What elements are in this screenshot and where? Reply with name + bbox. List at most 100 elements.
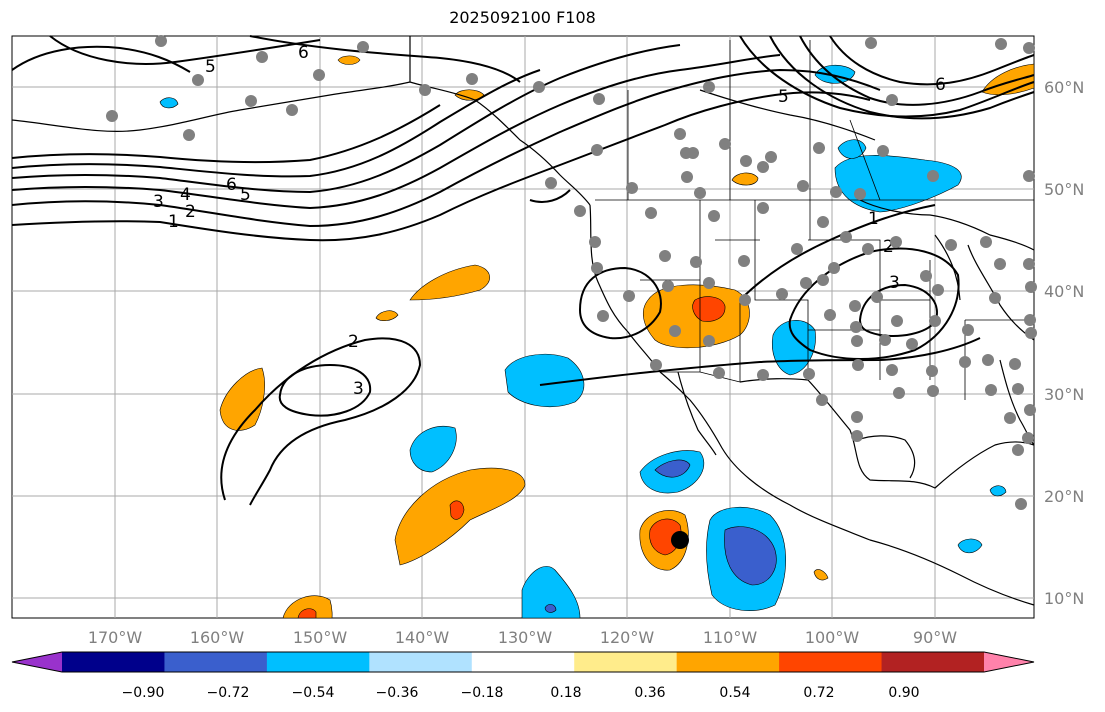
contour-line (278, 363, 372, 417)
contour-label: 1 (868, 209, 879, 229)
positive-anomaly-area (337, 55, 361, 65)
contour-label: 2 (348, 332, 359, 352)
height-contours (11, 35, 1035, 506)
lat-label-20n: 20°N (1044, 487, 1084, 506)
lat-label-50n: 50°N (1044, 180, 1084, 199)
contour-line (249, 35, 521, 83)
colorbar-segment (369, 652, 473, 672)
colorbar-segment (779, 652, 883, 672)
strong-positive-anomaly-area (449, 500, 465, 520)
contour-line (829, 35, 1035, 86)
colorbar-tick-label: −0.36 (376, 685, 419, 701)
lon-label-170w: 170°W (88, 628, 143, 647)
negative-anomaly-area (989, 485, 1007, 497)
lon-label-140w: 140°W (395, 628, 450, 647)
colorbar-tick-label: −0.18 (461, 685, 504, 701)
negative-anomaly-area (957, 538, 983, 554)
contour-label: 1 (168, 212, 179, 232)
lon-label-150w: 150°W (293, 628, 348, 647)
map-title: 2025092100 F108 (449, 8, 596, 27)
lat-label-60n: 60°N (1044, 78, 1084, 97)
strong-positive-anomaly-area (297, 608, 317, 619)
strong-positive-anomaly-area (692, 296, 726, 322)
contour-line (739, 204, 936, 301)
contour-label: 4 (180, 185, 191, 205)
colorbar-segment (574, 652, 678, 672)
contour-label: 2 (185, 202, 196, 222)
lat-label-40n: 40°N (1044, 282, 1084, 301)
contour-label: 2 (883, 237, 894, 257)
colorbar (11, 651, 1035, 673)
colorbar-segment (881, 652, 985, 672)
contour-line (11, 68, 881, 228)
positive-anomaly-area (375, 310, 399, 321)
contour-line (11, 91, 871, 242)
contour-line (11, 104, 441, 164)
contour-label: 5 (240, 185, 251, 205)
contour-line (529, 189, 571, 203)
lon-label-100w: 100°W (805, 628, 860, 647)
contour-line (799, 35, 1035, 106)
station-dots (106, 35, 1037, 510)
colorbar-tick-labels: −0.90 −0.72 −0.54 −0.36 −0.18 0.18 0.36 … (122, 685, 920, 701)
contour-label: 3 (153, 192, 164, 212)
colorbar-extend-max (984, 652, 1034, 672)
lon-label-110w: 110°W (703, 628, 758, 647)
moderate-negative-anomaly-area (724, 526, 777, 586)
contour-line (769, 35, 1035, 120)
colorbar-segment (676, 652, 780, 672)
contour-label: 3 (353, 379, 364, 399)
contour-label: 6 (226, 175, 237, 195)
contour-line (11, 69, 541, 178)
colorbar-tick-label: 0.54 (719, 685, 750, 701)
longitude-labels: 170°W 160°W 150°W 140°W 130°W 120°W 110°… (88, 628, 957, 647)
colorbar-tick-label: −0.90 (122, 685, 165, 701)
contour-line (11, 54, 781, 210)
lon-label-90w: 90°W (913, 628, 957, 647)
colorbar-outline (11, 651, 1035, 673)
colorbar-segment (62, 652, 165, 672)
contour-line (539, 337, 981, 386)
colorbar-tick-label: −0.54 (292, 685, 335, 701)
lat-label-10n: 10°N (1044, 589, 1084, 608)
lon-label-160w: 160°W (190, 628, 245, 647)
colorbar-segment (164, 652, 268, 672)
lon-label-120w: 120°W (600, 628, 655, 647)
contour-line (788, 247, 960, 360)
negative-anomaly-area (521, 566, 581, 619)
positive-anomaly-area (409, 264, 490, 301)
colorbar-segment (471, 652, 575, 672)
map-frame (11, 35, 1035, 619)
contour-line (578, 266, 662, 340)
storm-center-marker (671, 531, 689, 549)
negative-anomaly-area (834, 155, 962, 213)
colorbar-tick-label: −0.72 (207, 685, 250, 701)
negative-anomaly-area (159, 97, 179, 109)
negative-anomaly-area (504, 353, 585, 408)
contour-label: 6 (298, 43, 309, 63)
negative-anomaly-area (409, 426, 457, 473)
colorbar-segment (266, 652, 370, 672)
positive-anomaly-area (813, 569, 829, 581)
contour-label: 5 (778, 87, 789, 107)
contour-line (220, 337, 422, 506)
positive-anomaly-area (282, 595, 333, 619)
positive-anomaly-area (731, 172, 759, 186)
colorbar-extend-min (12, 652, 62, 672)
contour-label: 6 (935, 75, 946, 95)
contour-line (11, 44, 681, 194)
positive-anomaly-area (454, 89, 485, 101)
lat-label-30n: 30°N (1044, 385, 1084, 404)
contour-label: 3 (889, 273, 900, 293)
latitude-labels: 60°N 50°N 40°N 30°N 20°N 10°N (1044, 78, 1084, 608)
colorbar-tick-label: 0.90 (888, 685, 919, 701)
colorbar-tick-label: 0.18 (550, 685, 581, 701)
moderate-negative-anomaly-area (654, 459, 691, 478)
contour-line (49, 35, 321, 65)
lon-label-130w: 130°W (498, 628, 553, 647)
coastlines (11, 36, 1035, 606)
contour-label: 5 (205, 57, 216, 77)
colorbar-tick-label: 0.36 (634, 685, 665, 701)
positive-anomaly-area (219, 367, 265, 431)
